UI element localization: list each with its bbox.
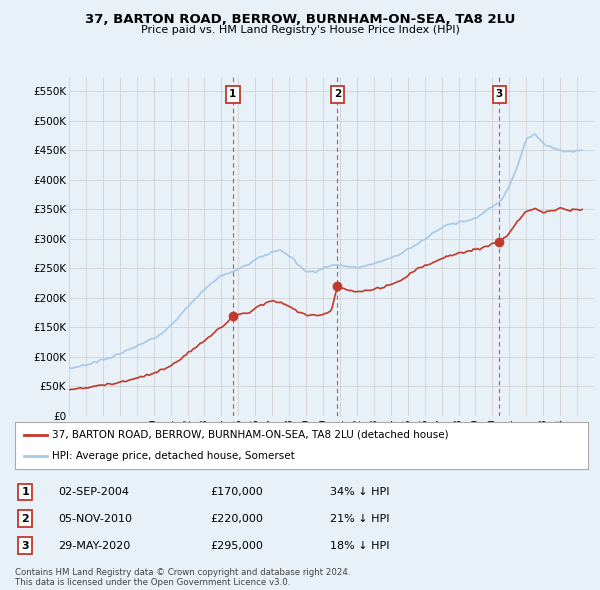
Text: 18% ↓ HPI: 18% ↓ HPI <box>330 540 389 550</box>
Text: £170,000: £170,000 <box>210 487 263 497</box>
Text: 29-MAY-2020: 29-MAY-2020 <box>58 540 130 550</box>
Text: £295,000: £295,000 <box>210 540 263 550</box>
Text: 1: 1 <box>22 487 29 497</box>
Text: 37, BARTON ROAD, BERROW, BURNHAM-ON-SEA, TA8 2LU (detached house): 37, BARTON ROAD, BERROW, BURNHAM-ON-SEA,… <box>52 430 449 440</box>
Text: 3: 3 <box>496 90 503 99</box>
Text: 34% ↓ HPI: 34% ↓ HPI <box>330 487 389 497</box>
Text: 1: 1 <box>229 90 236 99</box>
Text: 02-SEP-2004: 02-SEP-2004 <box>58 487 129 497</box>
Text: 2: 2 <box>22 514 29 523</box>
Text: 05-NOV-2010: 05-NOV-2010 <box>58 514 132 523</box>
Text: 21% ↓ HPI: 21% ↓ HPI <box>330 514 389 523</box>
Text: 2: 2 <box>334 90 341 99</box>
Text: Price paid vs. HM Land Registry's House Price Index (HPI): Price paid vs. HM Land Registry's House … <box>140 25 460 35</box>
Text: 37, BARTON ROAD, BERROW, BURNHAM-ON-SEA, TA8 2LU: 37, BARTON ROAD, BERROW, BURNHAM-ON-SEA,… <box>85 13 515 26</box>
Text: 3: 3 <box>22 540 29 550</box>
Text: Contains HM Land Registry data © Crown copyright and database right 2024.
This d: Contains HM Land Registry data © Crown c… <box>15 568 350 587</box>
Text: HPI: Average price, detached house, Somerset: HPI: Average price, detached house, Some… <box>52 451 295 461</box>
Text: £220,000: £220,000 <box>210 514 263 523</box>
